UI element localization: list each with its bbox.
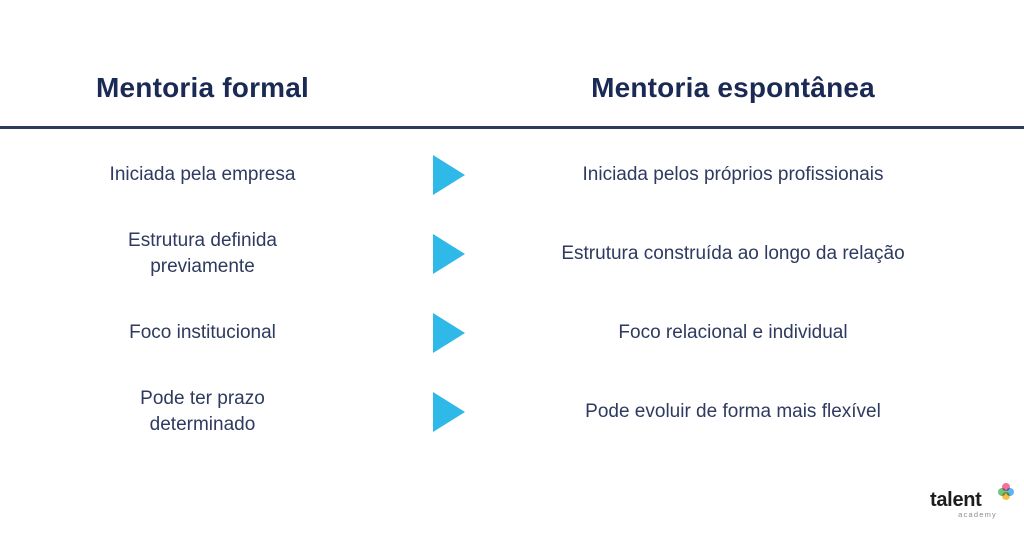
comparison-row: Foco institucional Foco relacional e ind…	[0, 293, 1024, 373]
column-header-mentoria-formal: Mentoria formal	[95, 72, 310, 103]
formal-text: Foco institucional	[129, 322, 276, 344]
talent-academy-logo: talent academy	[930, 483, 1014, 519]
espontanea-cell: Iniciada pelos próprios profissionais	[533, 135, 933, 215]
divider-line	[0, 126, 1024, 129]
formal-cell: Estrutura definida previamente	[75, 214, 330, 294]
espontanea-text: Foco relacional e individual	[618, 322, 848, 344]
play-triangle-right-icon	[433, 155, 465, 195]
formal-cell: Foco institucional	[75, 293, 330, 373]
comparison-row: Estrutura definida previamente Estrutura…	[0, 214, 1024, 294]
logo-wordmark: talent	[930, 489, 982, 511]
comparison-row: Iniciada pela empresa Iniciada pelos pró…	[0, 135, 1024, 215]
flower-petal	[1006, 488, 1014, 496]
formal-cell: Pode ter prazo determinado	[75, 372, 330, 452]
flower-petal	[1002, 483, 1010, 491]
play-triangle-right-icon	[433, 313, 465, 353]
espontanea-text: Pode evoluir de forma mais flexível	[585, 401, 881, 423]
espontanea-text: Estrutura construída ao longo da relação	[561, 243, 905, 265]
formal-text: Estrutura definida previamente	[128, 230, 277, 277]
flower-petal	[998, 488, 1006, 496]
play-triangle-right-icon	[433, 234, 465, 274]
flower-asterisk-icon	[998, 483, 1014, 500]
formal-cell: Iniciada pela empresa	[75, 135, 330, 215]
formal-text: Pode ter prazo determinado	[140, 388, 265, 435]
espontanea-cell: Estrutura construída ao longo da relação	[533, 214, 933, 294]
column-header-mentoria-espontanea: Mentoria espontânea	[591, 72, 875, 103]
espontanea-cell: Pode evoluir de forma mais flexível	[533, 372, 933, 452]
formal-text: Iniciada pela empresa	[109, 164, 296, 186]
espontanea-cell: Foco relacional e individual	[533, 293, 933, 373]
flower-petal	[1002, 492, 1010, 500]
play-triangle-right-icon	[433, 392, 465, 432]
logo-subtitle: academy	[958, 510, 997, 519]
comparison-row: Pode ter prazo determinado Pode evoluir …	[0, 372, 1024, 452]
espontanea-text: Iniciada pelos próprios profissionais	[582, 164, 884, 186]
